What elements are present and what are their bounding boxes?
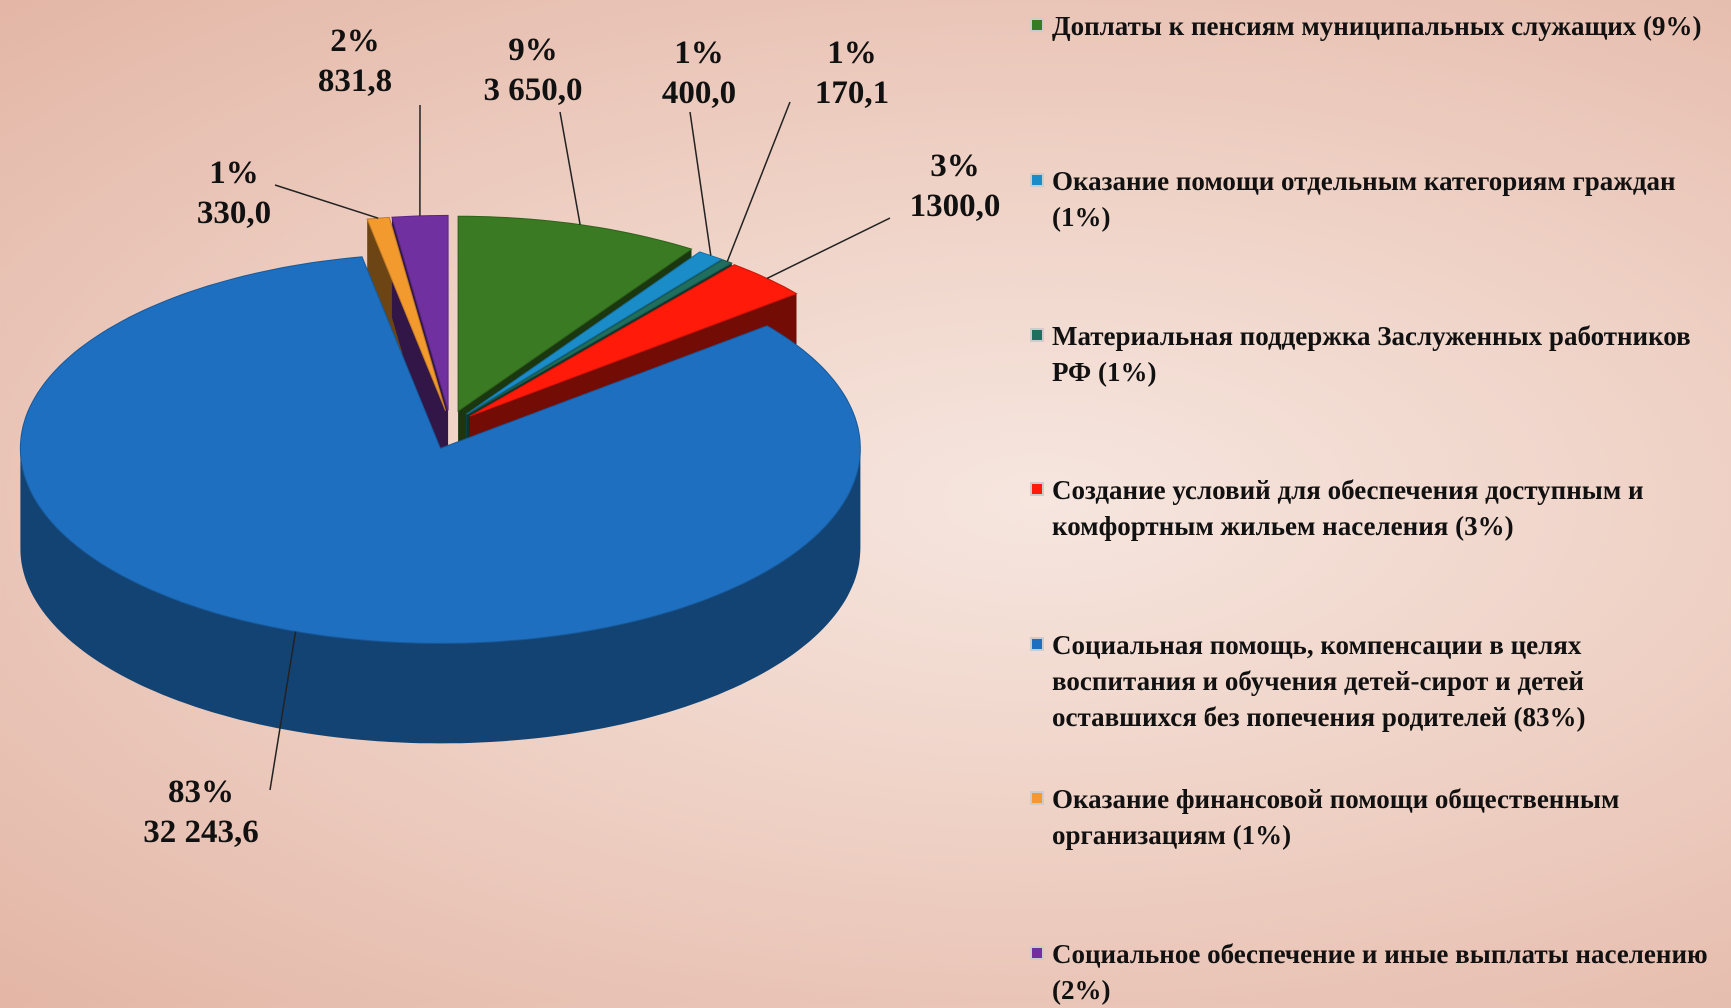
legend-label: Материальная поддержка Заслуженных работ… xyxy=(1052,321,1691,387)
percent-label: 1% xyxy=(674,35,724,71)
legend-swatch xyxy=(1030,637,1044,651)
leader-line xyxy=(690,112,711,256)
legend-swatch xyxy=(1030,946,1044,960)
legend-label: Социальное обеспечение и иные выплаты на… xyxy=(1052,939,1708,1005)
legend-label: Оказание финансовой помощи общественным … xyxy=(1052,784,1619,850)
legend-swatch xyxy=(1030,328,1044,342)
leader-line xyxy=(275,185,378,218)
legend-entry: Социальная помощь, компенсации в целях в… xyxy=(1030,627,1730,735)
leader-line xyxy=(727,102,790,262)
legend-label: Оказание помощи отдельным категориям гра… xyxy=(1052,166,1676,232)
value-label: 831,8 xyxy=(318,63,392,99)
legend-entry: Доплаты к пенсиям муниципальных служащих… xyxy=(1030,8,1730,44)
percent-label: 9% xyxy=(508,32,558,68)
value-label: 400,0 xyxy=(662,75,736,111)
leader-line xyxy=(767,218,890,278)
value-label: 170,1 xyxy=(815,75,889,111)
legend-swatch xyxy=(1030,482,1044,496)
legend-label: Социальная помощь, компенсации в целях в… xyxy=(1052,630,1586,732)
legend-entry: Оказание помощи отдельным категориям гра… xyxy=(1030,163,1730,235)
value-label: 3 650,0 xyxy=(484,72,583,108)
value-label: 330,0 xyxy=(197,195,271,231)
legend-entry: Создание условий для обеспечения доступн… xyxy=(1030,472,1730,544)
legend-label: Создание условий для обеспечения доступн… xyxy=(1052,475,1644,541)
legend-entry: Материальная поддержка Заслуженных работ… xyxy=(1030,318,1730,390)
legend-swatch xyxy=(1030,18,1044,32)
percent-label: 1% xyxy=(827,35,877,71)
legend-entry: Оказание финансовой помощи общественным … xyxy=(1030,781,1730,853)
legend-label: Доплаты к пенсиям муниципальных служащих… xyxy=(1052,11,1702,41)
percent-label: 2% xyxy=(330,23,380,59)
chart: 9% 3 650,0 1% 400,0 1% 170,1 3% 1300,0 83% 32 243… xyxy=(0,0,1000,999)
legend-swatch xyxy=(1030,173,1044,187)
percent-label: 1% xyxy=(209,155,259,191)
legend-entry: Социальное обеспечение и иные выплаты на… xyxy=(1030,936,1730,1008)
legend-swatch xyxy=(1030,791,1044,805)
value-label: 32 243,6 xyxy=(143,814,259,850)
percent-label: 83% xyxy=(168,774,234,810)
value-label: 1300,0 xyxy=(910,188,1000,224)
percent-label: 3% xyxy=(930,148,980,184)
leader-line xyxy=(560,112,580,225)
